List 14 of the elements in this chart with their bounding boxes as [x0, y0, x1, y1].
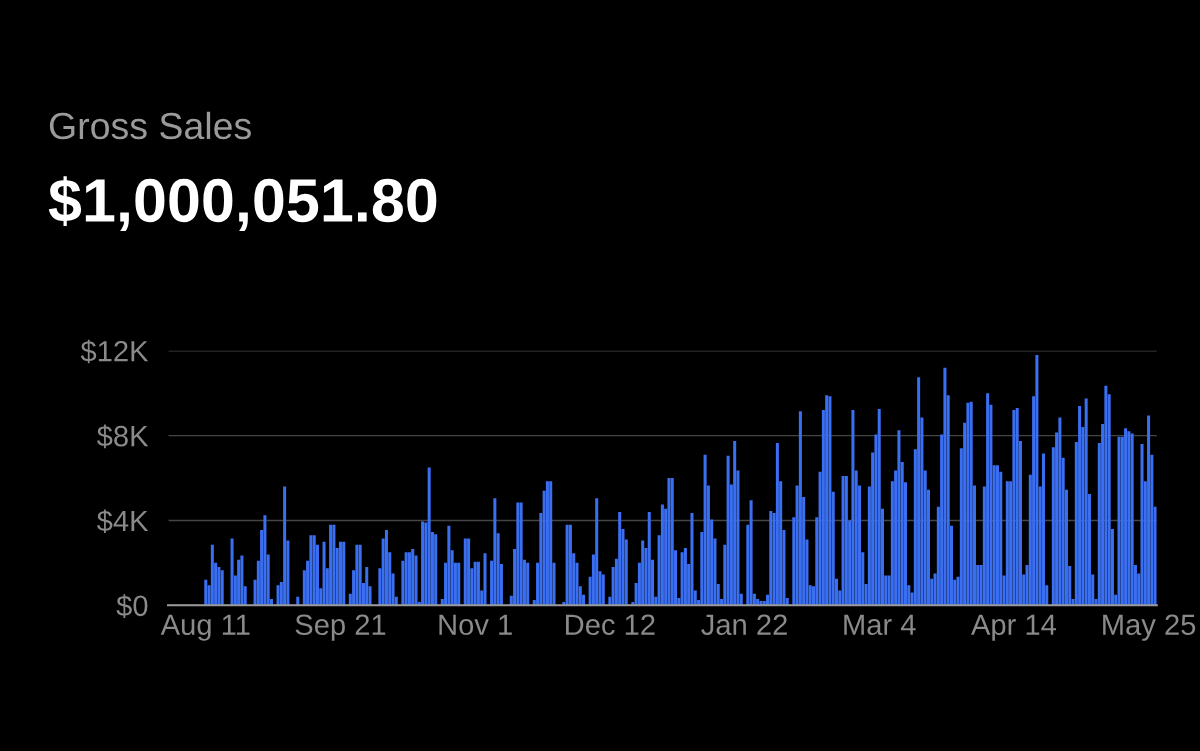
y-tick-label: $4K — [96, 509, 149, 534]
x-tick-label: Aug 11 — [160, 614, 250, 641]
y-tick-label: $8K — [96, 424, 149, 449]
chart-title: Gross Sales — [49, 111, 251, 140]
y-tick-label: $0 — [116, 594, 148, 618]
x-tick-label: Jan 22 — [701, 614, 787, 636]
x-tick-label: Apr 14 — [971, 614, 1057, 641]
x-tick-label: Sep 21 — [295, 614, 386, 641]
x-tick-label: Mar 4 — [844, 614, 916, 636]
x-tick-label: Dec 12 — [566, 614, 655, 636]
x-tick-label: May 25 — [1103, 614, 1196, 641]
x-tick-label: Nov 1 — [439, 614, 512, 636]
y-tick-label: $12K — [80, 339, 149, 364]
chart-subtitle: $1,000,051.80 — [48, 176, 437, 232]
